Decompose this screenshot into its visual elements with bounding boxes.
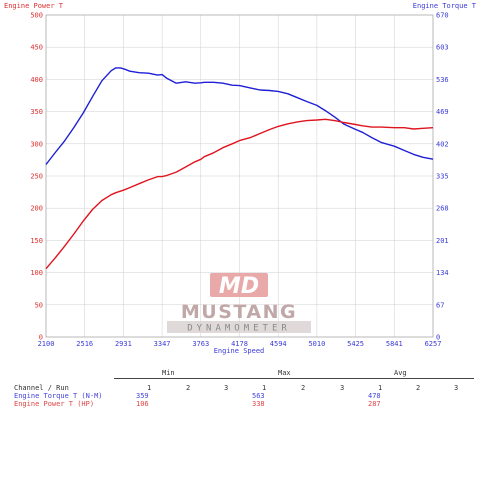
- x-tick-label: 5010: [308, 340, 325, 348]
- x-tick-label: 2100: [38, 340, 55, 348]
- plot-frame: [45, 14, 434, 338]
- max-header: Max: [278, 369, 291, 377]
- y-right-tick-label: 67: [436, 301, 444, 309]
- y-right-tick-label: 469: [436, 108, 449, 116]
- mustang-dynamometer-logo: MD MUSTANG DYNAMOMETER: [167, 273, 311, 334]
- stats-header-row: Min Max Avg: [14, 369, 474, 379]
- avg-header: Avg: [394, 369, 407, 377]
- max-run-1: 1: [262, 384, 267, 392]
- stats-row-torque: Engine Torque T (N-M) 359 563 478: [14, 392, 474, 400]
- stats-min-value: 106: [136, 400, 149, 408]
- stats-row-name: Engine Torque T (N-M): [14, 392, 103, 400]
- y-left-tick-label: 50: [35, 301, 43, 309]
- max-header-rule: [226, 378, 342, 379]
- avg-header-rule: [342, 378, 474, 379]
- x-tick-label: 6257: [425, 340, 442, 348]
- torque-series-line: [45, 67, 434, 165]
- logo-subtitle: DYNAMOMETER: [187, 324, 291, 334]
- min-header-rule: [114, 378, 226, 379]
- logo-brand: MUSTANG: [181, 301, 297, 323]
- y-left-tick-label: 100: [30, 269, 43, 277]
- y-right-tick-label: 201: [436, 237, 449, 245]
- y-right-tick-label: 536: [436, 76, 449, 84]
- y-right-tick-label: 603: [436, 44, 449, 52]
- y-left-tick-labels: 0 50 100 150 200 250 300 350 400 450 500: [30, 12, 43, 342]
- x-tick-label: 2931: [115, 340, 132, 348]
- stats-max-value: 563: [252, 392, 265, 400]
- y-right-tick-label: 134: [436, 269, 449, 277]
- right-axis-title: Engine Torque T: [413, 2, 477, 10]
- x-tick-label: 3763: [192, 340, 209, 348]
- y-right-tick-label: 670: [436, 12, 449, 20]
- logo-monogram: MD: [219, 274, 259, 299]
- min-run-2: 2: [186, 384, 191, 392]
- y-right-tick-label: 268: [436, 205, 449, 213]
- x-tick-labels: 2100 2516 2931 3347 3763 4178 4594 5010 5425 5841…: [38, 340, 442, 348]
- avg-run-2: 2: [416, 384, 421, 392]
- x-tick-label: 5425: [347, 340, 364, 348]
- stats-avg-value: 287: [368, 400, 381, 408]
- stats-max-value: 338: [252, 400, 265, 408]
- left-axis-title: Engine Power T: [4, 2, 64, 10]
- y-right-tick-label: 402: [436, 140, 449, 148]
- y-right-tick-labels: 0 67 134 201 268 335 402 469 536 603 670: [436, 12, 449, 342]
- min-header: Min: [162, 369, 175, 377]
- y-left-tick-label: 400: [30, 76, 43, 84]
- x-tick-label: 2516: [76, 340, 93, 348]
- min-run-1: 1: [147, 384, 152, 392]
- y-left-tick-label: 200: [30, 205, 43, 213]
- stats-row-power: Engine Power T (HP) 106 338 287: [14, 400, 474, 408]
- y-left-tick-label: 450: [30, 44, 43, 52]
- series-layer: [45, 67, 434, 270]
- logo-subtitle-box: [167, 321, 311, 333]
- power-series-line: [45, 118, 434, 270]
- stats-table: Min Max Avg Channel / Run 1 2 3 1 2 3 1 …: [14, 369, 474, 408]
- x-axis-title: Engine Speed: [214, 347, 265, 355]
- min-run-3: 3: [224, 384, 229, 392]
- x-tick-label: 5841: [386, 340, 403, 348]
- avg-run-1: 1: [378, 384, 383, 392]
- stats-avg-value: 478: [368, 392, 381, 400]
- stats-min-value: 359: [136, 392, 149, 400]
- y-left-tick-label: 350: [30, 108, 43, 116]
- y-left-tick-label: 0: [39, 334, 43, 342]
- avg-run-3: 3: [454, 384, 459, 392]
- y-right-tick-label: 335: [436, 173, 449, 181]
- y-left-tick-label: 150: [30, 237, 43, 245]
- x-tick-label: 4178: [231, 340, 248, 348]
- logo-monogram-box: [210, 273, 268, 297]
- channel-run-label: Channel / Run: [14, 384, 69, 392]
- y-right-tick-label: 0: [436, 334, 440, 342]
- y-left-tick-label: 250: [30, 173, 43, 181]
- y-left-tick-label: 300: [30, 140, 43, 148]
- max-run-3: 3: [340, 384, 345, 392]
- y-left-tick-label: 500: [30, 12, 43, 20]
- x-tick-label: 4594: [270, 340, 287, 348]
- stats-run-row: Channel / Run 1 2 3 1 2 3 1 2 3: [14, 384, 474, 392]
- x-tick-label: 3347: [154, 340, 171, 348]
- stats-row-name: Engine Power T (HP): [14, 400, 95, 408]
- max-run-2: 2: [301, 384, 306, 392]
